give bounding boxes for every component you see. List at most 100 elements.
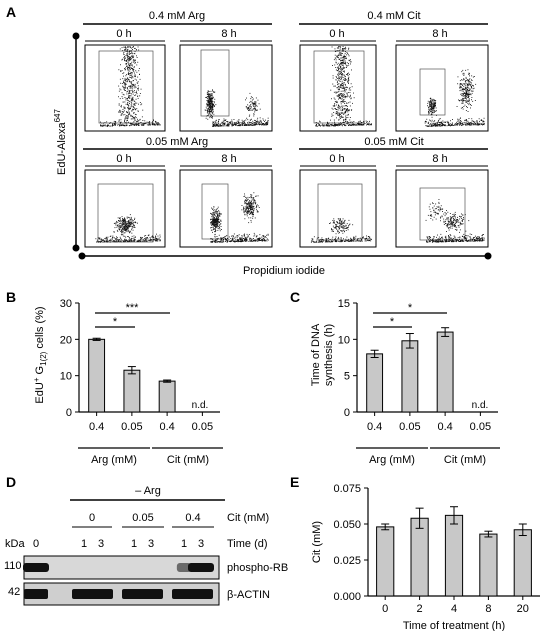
lane-label: 3 — [148, 538, 154, 550]
significance-star: * — [113, 316, 118, 328]
cit-value: 0 — [89, 512, 95, 524]
flow-plot — [299, 169, 377, 248]
group-title-arg-005: 0.05 mM Arg — [146, 136, 208, 148]
group-title-cit-04: 0.4 mM Cit — [367, 10, 420, 22]
y-tick-label: 0.025 — [333, 555, 361, 567]
chart-e: 0.000 0.025 0.050 0.075 0 2 4 8 20 Cit (mM) Time o… — [311, 483, 540, 631]
x-tick-label: 0.05 — [192, 421, 213, 433]
y-axis-label: Cit (mM) — [311, 521, 323, 563]
x-axis-label: Time of treatment (h) — [403, 620, 505, 631]
axis-endpoint — [72, 32, 80, 40]
panel-label-b: B — [6, 289, 16, 305]
significance-star: * — [408, 302, 413, 314]
time-row-label: Time (d) — [227, 538, 268, 550]
x-tick-label: 2 — [417, 603, 423, 615]
y-tick-label: 15 — [338, 298, 350, 310]
panel-b: B EdU+ G1(2) cells (%) 0 10 20 30 0.4 0.05 0.4… — [6, 289, 223, 466]
y-tick-label: 10 — [60, 371, 72, 383]
group-title-arg-04: 0.4 mM Arg — [149, 10, 205, 22]
lane-label: 1 — [131, 538, 137, 550]
y-axis-label-c-1: Time of DNA — [310, 323, 322, 386]
flow-plot — [299, 44, 377, 132]
axis-endpoint — [72, 244, 80, 252]
bar — [376, 526, 395, 597]
x-tick-label: 0.4 — [437, 421, 452, 433]
dot-cloud — [95, 214, 161, 243]
nd-label: n.d. — [472, 400, 489, 411]
bar — [479, 533, 498, 597]
bar — [366, 353, 384, 413]
dot-cloud — [100, 46, 161, 127]
y-tick-label: 5 — [344, 371, 350, 383]
band-actin — [24, 589, 48, 599]
time-label-cit005-0h: 0 h — [329, 153, 344, 165]
panel-label-d: D — [6, 474, 16, 490]
time-label-arg005-8h: 8 h — [221, 153, 236, 165]
gate-box — [317, 183, 363, 241]
band-actin — [89, 589, 113, 599]
time-label-arg005-0h: 0 h — [116, 153, 131, 165]
lane-label: 0 — [33, 538, 39, 550]
group-label-arg: Arg (mM) — [369, 454, 415, 466]
time-label-cit005-8h: 8 h — [432, 153, 447, 165]
panel-a: A 0.4 mM Arg 0.4 mM Cit 0 h 8 h 0 h 8 h … — [6, 4, 492, 277]
flow-plot — [179, 169, 273, 248]
lane-label: 3 — [98, 538, 104, 550]
x-tick-label: 0.4 — [89, 421, 104, 433]
y-tick-label: 0.000 — [333, 591, 361, 603]
x-tick-label: 0.4 — [367, 421, 382, 433]
panel-label-e: E — [290, 474, 299, 490]
y-tick-label: 0.050 — [333, 519, 361, 531]
band-actin — [139, 589, 163, 599]
significance-star: *** — [126, 302, 140, 314]
panel-label-c: C — [290, 289, 300, 305]
x-tick-label: 0.05 — [121, 421, 142, 433]
x-tick-label: 0.4 — [159, 421, 174, 433]
x-axis-label-a: Propidium iodide — [243, 265, 325, 277]
cit-value: 0.4 — [185, 512, 200, 524]
dot-cloud — [424, 69, 485, 127]
blot-bands — [23, 563, 214, 599]
flow-plots — [84, 44, 489, 248]
treatment-label: – Arg — [135, 485, 161, 497]
y-axis-label-c-2: synthesis (h) — [323, 324, 335, 386]
time-label-cit04-8h: 8 h — [432, 28, 447, 40]
y-axis-label-b: EdU+ G1(2) cells (%) — [32, 306, 48, 403]
band-label-phospho-rb: phospho-RB — [227, 562, 288, 574]
bar — [444, 514, 464, 597]
flow-plot — [179, 44, 273, 132]
x-tick-label: 0.05 — [399, 421, 420, 433]
chart-b: 0 10 20 30 0.4 0.05 0.4 0.05 — [60, 298, 220, 433]
lane-label: 3 — [198, 538, 204, 550]
band-actin — [189, 589, 213, 599]
bar — [123, 369, 141, 413]
y-tick-label: 0 — [344, 407, 350, 419]
dot-cloud — [425, 199, 485, 243]
x-tick-label: 0.05 — [470, 421, 491, 433]
dot-cloud — [310, 218, 372, 243]
axis-endpoint — [78, 252, 86, 260]
marker-42: 42 — [8, 586, 20, 598]
group-title-cit-005: 0.05 mM Cit — [364, 136, 423, 148]
bar — [158, 380, 176, 413]
y-axis-label-a: EdU-Alexa647 — [53, 108, 68, 174]
y-tick-label: 20 — [60, 334, 72, 346]
x-tick-label: 4 — [451, 603, 457, 615]
group-label-cit: Cit (mM) — [167, 454, 209, 466]
gate-box — [201, 183, 229, 240]
x-tick-label: 0 — [382, 603, 388, 615]
nd-label: n.d. — [192, 400, 209, 411]
time-label-arg04-8h: 8 h — [221, 28, 236, 40]
y-tick-label: 0.075 — [333, 483, 361, 495]
chart-c: 0 5 10 15 0.4 0.05 0.4 0.05 — [338, 298, 498, 433]
bar — [88, 338, 106, 413]
lane-label: 1 — [81, 538, 87, 550]
x-tick-label: 20 — [517, 603, 529, 615]
y-tick-label: 30 — [60, 298, 72, 310]
panel-d: D – Arg 0 0.05 0.4 Cit (mM) kDa 0 1 3 1 … — [4, 474, 288, 606]
bar — [401, 340, 419, 413]
bar — [436, 331, 454, 413]
dot-cloud — [204, 89, 269, 127]
y-tick-label: 0 — [66, 407, 72, 419]
